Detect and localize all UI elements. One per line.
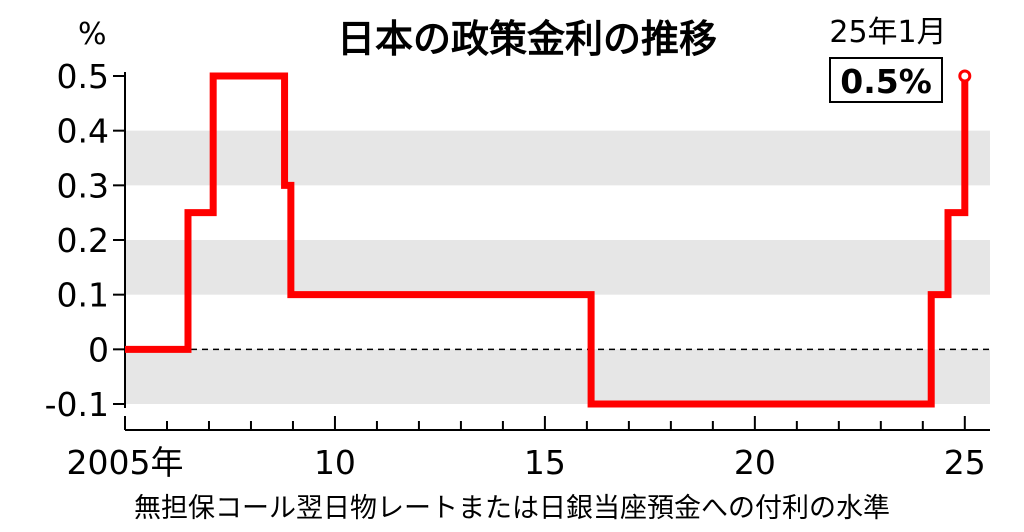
y-tick-label: 0.3 — [57, 166, 109, 205]
x-tick-label: 10 — [314, 443, 356, 482]
y-axis-ticks: 0.5 0.4 0.3 0.2 0.1 0 -0.1 — [45, 57, 125, 424]
latest-value-label: 0.5% — [840, 62, 932, 101]
latest-point-marker — [958, 69, 972, 83]
x-tick-label: 2005年 — [67, 443, 184, 482]
latest-date-label: 25年1月 — [829, 15, 946, 50]
x-tick-label: 20 — [734, 443, 776, 482]
y-tick-label: 0.1 — [57, 276, 109, 315]
latest-value-box — [829, 57, 943, 103]
background-bands — [125, 130, 990, 404]
x-tick-label: 25 — [944, 443, 986, 482]
x-axis-ticks: 2005年 10 15 20 25 — [67, 416, 986, 482]
grid-band — [125, 130, 990, 186]
grid-band — [125, 240, 990, 295]
grid-band — [125, 349, 990, 404]
y-tick-label: 0.2 — [57, 221, 109, 260]
y-tick-label: -0.1 — [45, 385, 109, 424]
y-tick-label: 0.4 — [57, 112, 109, 151]
y-axis-unit: % — [78, 17, 107, 52]
y-tick-label: 0 — [88, 330, 109, 369]
chart-footnote: 無担保コール翌日物レートまたは日銀当座預金への付利の水準 — [134, 493, 890, 524]
chart-title: 日本の政策金利の推移 — [337, 17, 717, 61]
series-line-policy-rate — [125, 72, 969, 408]
y-tick-label: 0.5 — [57, 57, 109, 96]
x-tick-label: 15 — [524, 443, 566, 482]
